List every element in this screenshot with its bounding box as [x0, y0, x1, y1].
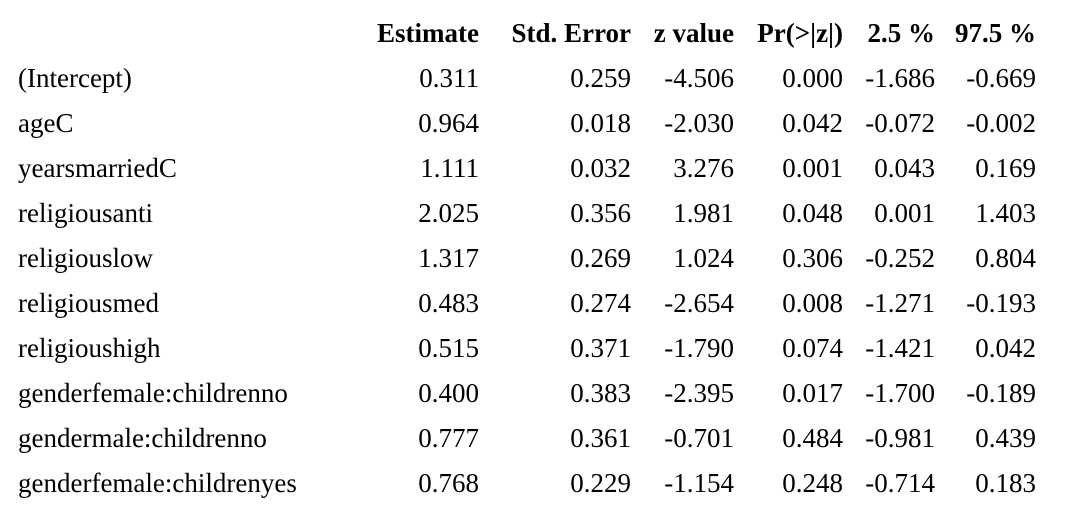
cell-z-value: -1.154: [664, 467, 734, 498]
cell-std-error: 0.383: [570, 377, 631, 408]
cell-p-value: 0.306: [782, 242, 843, 273]
row-label: religioushigh: [18, 332, 161, 363]
row-label: yearsmarriedC: [18, 152, 177, 183]
cell-ci-upper: 0.439: [975, 422, 1036, 453]
cell-z-value: -2.395: [664, 377, 734, 408]
cell-p-value: 0.000: [782, 62, 843, 93]
table-row: gendermale:childrenno 0.777 0.361 -0.701 0.4…: [0, 415, 1036, 460]
cell-ci-lower: -1.686: [865, 62, 935, 93]
column-header-ci-lower: 2.5 %: [867, 17, 936, 48]
cell-ci-upper: -0.669: [966, 62, 1036, 93]
row-label: religiousanti: [18, 197, 153, 228]
row-label: genderfemale:childrenno: [18, 377, 288, 408]
cell-p-value: 0.074: [782, 332, 843, 363]
cell-ci-lower: 0.001: [874, 197, 935, 228]
cell-estimate: 0.777: [418, 422, 479, 453]
row-label: ageC: [18, 107, 74, 138]
row-label: religiouslow: [18, 242, 153, 273]
cell-ci-lower: -1.700: [865, 377, 935, 408]
cell-p-value: 0.248: [782, 467, 843, 498]
cell-ci-lower: -0.981: [865, 422, 935, 453]
cell-ci-upper: -0.193: [966, 287, 1036, 318]
cell-estimate: 0.515: [418, 332, 479, 363]
cell-ci-lower: -1.421: [865, 332, 935, 363]
cell-ci-upper: 0.183: [975, 467, 1036, 498]
table-row: genderfemale:childrenyes 0.768 0.229 -1.154…: [0, 460, 1036, 505]
cell-z-value: 1.024: [673, 242, 734, 273]
cell-z-value: -1.790: [664, 332, 734, 363]
row-label: genderfemale:childrenyes: [18, 467, 297, 498]
cell-p-value: 0.048: [782, 197, 843, 228]
table-row: (Intercept) 0.311 0.259 -4.506 0.000 -1.686 -0…: [0, 55, 1036, 100]
cell-ci-upper: 0.042: [975, 332, 1036, 363]
cell-ci-lower: -0.072: [865, 107, 935, 138]
table-header-row: Estimate Std. Error z value Pr(>|z|) 2.5…: [0, 10, 1036, 55]
cell-z-value: 1.981: [673, 197, 734, 228]
cell-z-value: -2.654: [664, 287, 734, 318]
cell-estimate: 0.483: [418, 287, 479, 318]
cell-std-error: 0.259: [570, 62, 631, 93]
cell-p-value: 0.484: [782, 422, 843, 453]
cell-std-error: 0.032: [570, 152, 631, 183]
table-row: religiouslow 1.317 0.269 1.024 0.306 -0.252 0.…: [0, 235, 1036, 280]
column-header-p-value: Pr(>|z|): [757, 17, 843, 48]
cell-z-value: -2.030: [664, 107, 734, 138]
cell-estimate: 1.111: [420, 152, 479, 183]
cell-z-value: 3.276: [673, 152, 734, 183]
table-row: religiousmed 0.483 0.274 -2.654 0.008 -1.271-…: [0, 280, 1036, 325]
header-empty-cell: [0, 10, 357, 55]
cell-ci-upper: 1.403: [975, 197, 1036, 228]
column-header-z-value: z value: [653, 17, 734, 48]
cell-std-error: 0.229: [570, 467, 631, 498]
cell-estimate: 2.025: [418, 197, 479, 228]
cell-z-value: -4.506: [664, 62, 734, 93]
column-header-ci-upper: 97.5 %: [955, 17, 1036, 48]
column-header-std-error: Std. Error: [511, 17, 632, 48]
cell-ci-upper: -0.002: [966, 107, 1036, 138]
cell-std-error: 0.269: [570, 242, 631, 273]
cell-p-value: 0.017: [782, 377, 843, 408]
cell-z-value: -0.701: [664, 422, 734, 453]
table-row: religiousanti 2.025 0.356 1.981 0.048 0.001 1.…: [0, 190, 1036, 235]
column-header-estimate: Estimate: [377, 17, 479, 48]
table-row: ageC 0.964 0.018 -2.030 0.042 -0.072 -0.002: [0, 100, 1036, 145]
cell-ci-lower: -1.271: [865, 287, 935, 318]
cell-p-value: 0.008: [782, 287, 843, 318]
row-label: (Intercept): [18, 62, 132, 93]
table-body: (Intercept) 0.311 0.259 -4.506 0.000 -1.686 -0…: [0, 55, 1036, 505]
cell-estimate: 0.400: [418, 377, 479, 408]
cell-ci-lower: 0.043: [874, 152, 935, 183]
cell-estimate: 0.964: [418, 107, 479, 138]
table-row: yearsmarriedC 1.111 0.032 3.276 0.001 0.043 0.…: [0, 145, 1036, 190]
cell-ci-lower: -0.252: [865, 242, 935, 273]
row-label: religiousmed: [18, 287, 159, 318]
row-label: gendermale:childrenno: [18, 422, 267, 453]
cell-std-error: 0.274: [570, 287, 631, 318]
cell-estimate: 1.317: [418, 242, 479, 273]
cell-estimate: 0.768: [418, 467, 479, 498]
cell-estimate: 0.311: [419, 62, 479, 93]
cell-ci-upper: 0.169: [975, 152, 1036, 183]
cell-ci-upper: 0.804: [975, 242, 1036, 273]
cell-std-error: 0.356: [570, 197, 631, 228]
cell-std-error: 0.371: [570, 332, 631, 363]
cell-std-error: 0.361: [570, 422, 631, 453]
table-row: genderfemale:childrenno 0.400 0.383 -2.395 0…: [0, 370, 1036, 415]
cell-ci-upper: -0.189: [966, 377, 1036, 408]
cell-std-error: 0.018: [570, 107, 631, 138]
cell-ci-lower: -0.714: [865, 467, 935, 498]
cell-p-value: 0.042: [782, 107, 843, 138]
table-row: religioushigh 0.515 0.371 -1.790 0.074 -1.421…: [0, 325, 1036, 370]
cell-p-value: 0.001: [782, 152, 843, 183]
coefficient-table: Estimate Std. Error z value Pr(>|z|) 2.5…: [0, 10, 1036, 505]
